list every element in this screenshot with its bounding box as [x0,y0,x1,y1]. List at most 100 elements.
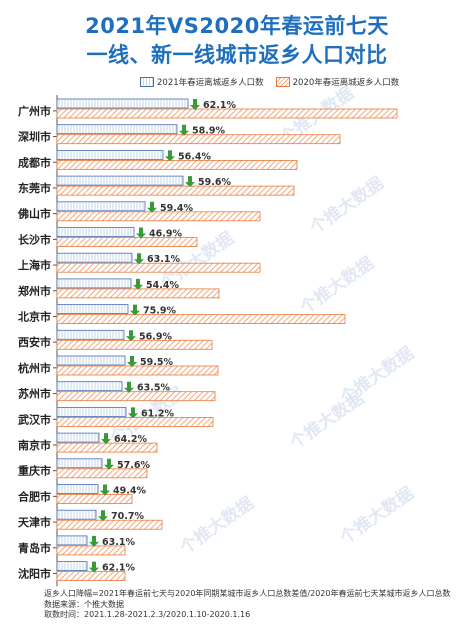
drop-arrow-icon [89,535,99,547]
bar-2021 [56,535,88,546]
y-tick-label: 南京市 [18,438,51,452]
watermark-text: 个推大数据 [285,388,367,455]
bar-2021 [56,355,126,366]
y-tick-label: 沈阳市 [18,566,51,580]
bar-2020 [56,159,298,170]
drop-percent-label: 62.1% [102,563,135,574]
bar-2021 [56,304,129,315]
bar-2021 [56,458,103,469]
drop-arrow-icon [128,407,138,419]
bar-2021 [56,406,127,417]
drop-percent-label: 59.4% [160,203,193,214]
drop-arrow-icon [98,510,108,522]
bar-2021 [56,252,133,263]
drop-percent-label: 70.7% [111,511,144,522]
bar-2021 [56,432,100,443]
y-tick-label: 西安市 [18,335,51,349]
bar-2021 [56,201,146,212]
legend-label-2020: 2020年春运离城返乡人口数 [292,78,400,88]
chart-title-line-1: 2021年VS2020年春运前七天 [85,14,389,38]
legend-label-2021: 2021年春运离城返乡人口数 [157,78,264,88]
drop-arrow-icon [100,484,110,496]
bar-2021 [56,484,99,494]
drop-percent-label: 49.4% [113,486,146,497]
drop-arrow-icon [104,458,114,470]
drop-arrow-icon [185,176,195,188]
drop-percent-label: 63.5% [137,383,170,394]
bar-2021 [56,175,184,186]
bar-2021 [56,124,178,135]
y-tick-label: 北京市 [18,309,51,323]
drop-percent-label: 59.6% [198,177,231,188]
bar-2021 [56,329,125,340]
bar-2021 [56,561,88,571]
drop-percent-label: 63.1% [102,537,135,548]
drop-arrow-icon [147,201,157,213]
drop-arrow-icon [165,150,175,162]
drop-percent-label: 61.2% [141,408,174,419]
drop-percent-label: 46.9% [149,229,182,240]
bar-2020 [56,519,163,530]
drop-arrow-icon [133,278,143,290]
legend-swatch-2020 [275,77,290,87]
drop-percent-label: 62.1% [203,100,236,111]
bar-2021 [56,149,164,160]
bar-2020 [56,288,220,299]
drop-percent-label: 56.4% [178,151,211,162]
bar-2021 [56,509,97,520]
drop-arrow-icon [190,99,200,110]
footer-formula: 返乡人口降幅=2021年春运前七天与2020年同期某城市返乡人口总数差值/202… [44,589,451,598]
drop-percent-label: 64.2% [114,434,147,445]
drop-percent-label: 56.9% [139,331,172,342]
drop-percent-label: 54.4% [146,280,179,291]
bar-2020 [56,237,198,247]
bar-2020 [56,262,261,273]
drop-arrow-icon [89,561,99,573]
y-tick-label: 杭州市 [18,361,51,375]
drop-arrow-icon [130,304,140,316]
bar-2021 [56,381,123,392]
drop-percent-label: 58.9% [192,126,225,137]
bar-2021 [56,227,135,237]
y-tick-label: 上海市 [18,258,51,272]
drop-percent-label: 59.5% [140,357,173,368]
y-tick-label: 武汉市 [18,412,51,426]
bar-2020 [56,134,341,145]
bar-2020 [56,339,213,350]
bar-2020 [56,416,214,427]
drop-arrow-icon [126,330,136,342]
footer-source: 数据来源：个推大数据 [44,599,124,609]
drop-arrow-icon [127,356,137,367]
drop-arrow-icon [124,381,134,393]
y-tick-label: 青岛市 [18,541,51,555]
y-tick-label: 东莞市 [18,181,51,195]
legend-item-2020: 2020年春运离城返乡人口数 [275,76,400,88]
bar-2020 [56,494,133,504]
drop-arrow-icon [136,227,146,239]
watermark-text: 个推大数据 [295,253,377,320]
y-tick-label: 郑州市 [18,284,51,298]
bar-2020 [56,108,398,119]
legend-item-2021: 2021年春运离城返乡人口数 [140,76,264,88]
bar-2020 [56,185,295,196]
y-tick-label: 成都市 [18,155,51,169]
bar-2021 [56,278,132,289]
y-tick-label: 合肥市 [18,489,51,503]
y-tick-label: 重庆市 [18,464,51,478]
bar-2020 [56,391,216,402]
footer-date-range: 取数时间：2021.1.28-2021.2.3/2020.1.10-2020.1… [44,610,251,619]
bar-2021 [56,98,189,109]
footer-note: 返乡人口降幅=2021年春运前七天与2020年同期某城市返乡人口总数差值/202… [44,589,450,621]
bar-2020 [56,314,346,325]
watermark-text: 个推大数据 [175,493,257,560]
y-tick-label: 天津市 [18,515,51,529]
drop-percent-label: 57.6% [117,460,150,471]
legend: 2021年春运离城返乡人口数 2020年春运离城返乡人口数 [140,75,411,89]
bar-2020 [56,545,126,556]
y-tick-label: 深圳市 [18,130,51,144]
legend-swatch-2021 [140,77,154,87]
watermark-text: 个推大数据 [305,173,387,240]
drop-arrow-icon [179,124,189,136]
y-tick-label: 长沙市 [18,232,51,246]
